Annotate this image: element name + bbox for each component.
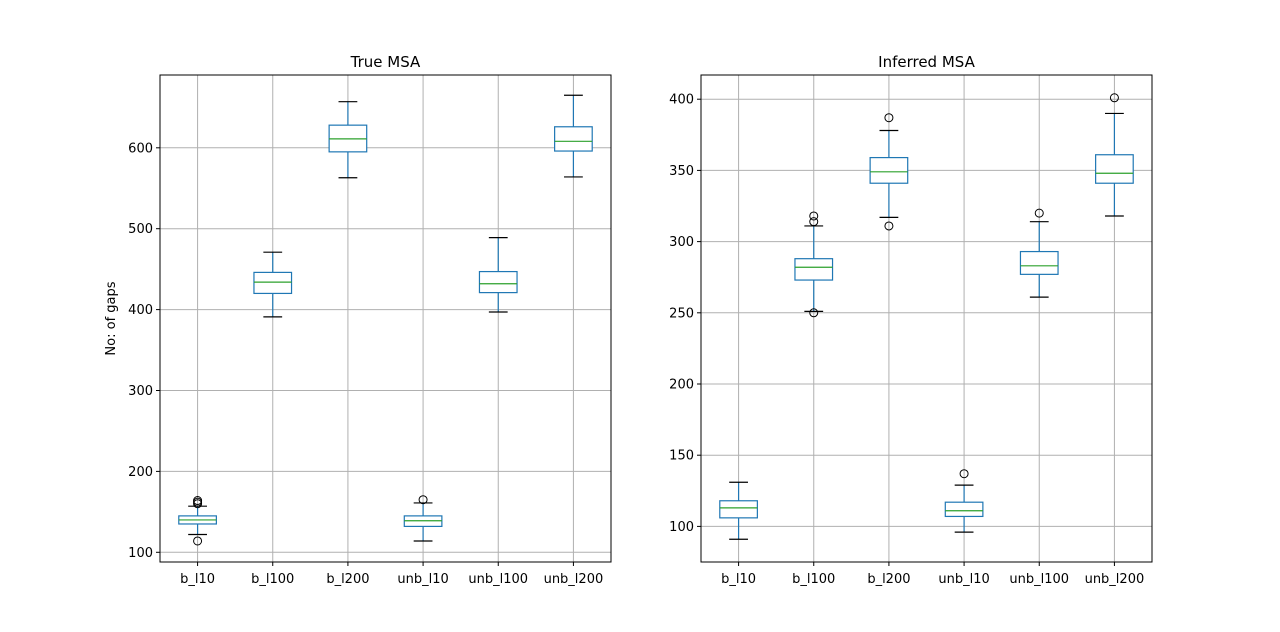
boxplot-unb_l100 [1019,208,1059,298]
boxplot-b_l10 [178,496,217,546]
boxplot-unb_l200 [554,94,593,178]
outlier-point [809,217,819,227]
boxplot-unb_l100 [478,237,518,313]
boxplot-unb_l10 [403,495,443,542]
axis-ticks: 100 150 200 250 300 350 400 b_l10 b_l100 b_l200 un… [669,93,1144,587]
boxplot-b_l100 [794,211,834,318]
box-iqr [869,156,909,184]
outlier-point [959,469,969,479]
outlier-point [809,211,819,221]
y-tick-label: 250 [669,306,694,321]
plot-frame [700,74,1153,563]
outlier-point [809,308,819,318]
grid [160,75,611,562]
boxplots [178,94,593,546]
box-iqr [554,126,593,152]
x-tick-label: b_l10 [180,572,215,587]
y-tick-label: 600 [128,141,153,156]
boxplot-unb_l10 [944,469,984,533]
y-tick-label: 400 [669,93,694,108]
y-tick-label: 200 [128,465,153,480]
x-tick-label: unb_l100 [1009,572,1069,587]
x-tick-label: b_l200 [326,572,369,587]
outlier-point [193,536,203,546]
grid [701,75,1152,562]
chart-title: Inferred MSA [878,53,975,71]
boxplot-b_l10 [719,481,758,540]
chart-title: True MSA [350,53,421,71]
y-tick-label: 150 [669,449,694,464]
y-tick-label: 100 [669,520,694,535]
plot-frame [159,74,612,563]
y-tick-label: 350 [669,164,694,179]
x-tick-label: b_l10 [721,572,756,587]
y-tick-label: 100 [128,546,153,561]
box-iqr [1095,154,1134,184]
boxplot-b_l200 [869,113,909,231]
y-tick-label: 300 [128,384,153,399]
boxplot-unb_l200 [1095,93,1134,217]
outlier-point [1034,208,1044,218]
boxplots [719,93,1134,540]
true-msa-panel: 100 200 300 400 500 600 b_l10 b_l100 b_l200 unb_l… [104,53,612,587]
y-tick-label: 200 [669,378,694,393]
box-iqr [253,271,293,295]
inferred-msa-panel: 100 150 200 250 300 350 400 b_l10 b_l100 b_l200 un… [669,53,1153,587]
box-iqr [1019,250,1059,275]
x-tick-label: b_l100 [792,572,835,587]
outlier-point [1109,93,1119,103]
y-tick-label: 300 [669,235,694,250]
outlier-point [884,221,894,231]
x-tick-label: unb_l200 [1085,572,1145,587]
x-tick-label: b_l200 [867,572,910,587]
boxplot-b_l200 [328,101,368,179]
outlier-point [193,496,203,506]
box-iqr [944,501,984,518]
axis-ticks: 100 200 300 400 500 600 b_l10 b_l100 b_l200 unb_l… [128,141,603,587]
x-tick-label: b_l100 [251,572,294,587]
x-tick-label: unb_l200 [544,572,604,587]
outlier-point [418,495,428,505]
outlier-point [884,113,894,123]
x-tick-label: unb_l100 [468,572,528,587]
x-tick-label: unb_l10 [938,572,989,587]
box-iqr [794,258,834,281]
x-tick-label: unb_l10 [397,572,448,587]
y-tick-label: 400 [128,303,153,318]
y-axis-label: No: of gaps [104,281,119,355]
box-iqr [478,270,518,294]
y-tick-label: 500 [128,222,153,237]
boxplot-b_l100 [253,251,293,318]
box-iqr [719,500,758,519]
